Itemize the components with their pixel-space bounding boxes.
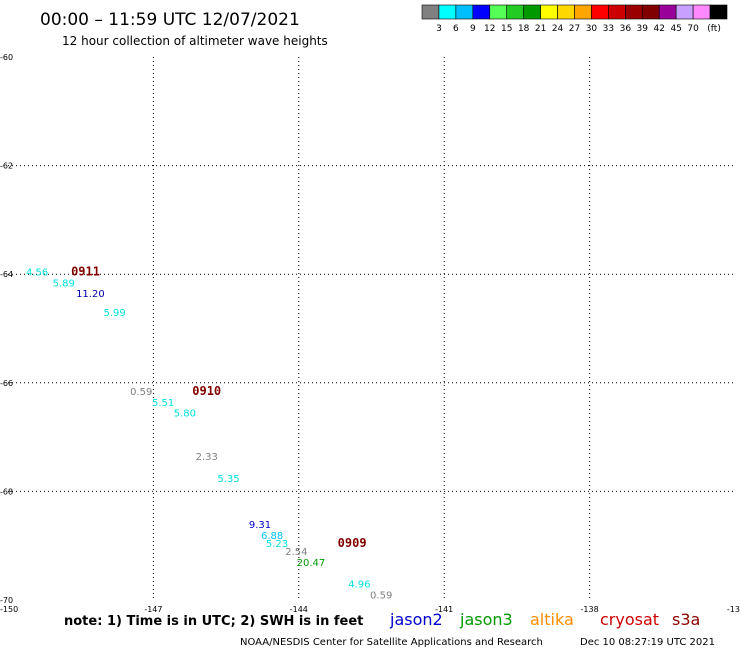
y-tick-label: -66	[0, 379, 13, 388]
colorbar-unit: (ft)	[707, 24, 721, 34]
colorbar-swatch	[641, 4, 660, 20]
y-tick-label: -70	[0, 596, 13, 605]
data-points: 4.565.8911.205.990.595.515.802.335.359.3…	[26, 267, 392, 601]
pass-label: 0910	[192, 384, 221, 398]
x-tick-label: -138	[581, 605, 599, 614]
colorbar-swatch	[692, 4, 711, 20]
wave-height-label: 4.56	[26, 267, 48, 278]
colorbar-label: 45	[670, 24, 681, 34]
satellite-legend-item: cryosat	[600, 610, 659, 629]
colorbar-swatch	[506, 4, 524, 20]
colorbar-swatch	[489, 4, 508, 20]
satellite-legend-item: altika	[530, 610, 574, 629]
colorbar-swatch	[658, 4, 677, 20]
wave-height-label: 4.96	[348, 580, 370, 591]
colorbar-label: 39	[637, 24, 649, 34]
colorbar-label: 21	[535, 24, 546, 34]
wave-height-label: 5.80	[174, 409, 196, 420]
colorbar-swatch	[591, 4, 609, 20]
wave-height-label: 9.31	[249, 520, 271, 531]
satellite-legend-item: jason3	[459, 610, 513, 629]
colorbar-swatch	[675, 4, 694, 20]
colorbar-label: 33	[603, 24, 614, 34]
y-tick-label: -64	[0, 270, 13, 279]
colorbar-label: 3	[436, 24, 442, 34]
footer-note: note: 1) Time is in UTC; 2) SWH is in fe…	[64, 614, 363, 629]
wave-height-label: 11.20	[76, 289, 105, 300]
colorbar-label: 30	[586, 24, 598, 34]
pass-labels: 0911 0910 0909	[71, 264, 366, 550]
y-tick-label: -68	[0, 487, 13, 496]
wave-height-label: 2.33	[196, 452, 218, 463]
colorbar-swatch	[455, 4, 474, 20]
colorbar-swatch	[472, 4, 491, 20]
colorbar-swatch	[540, 4, 558, 20]
satellite-legend: jason2 jason3 altika cryosat s3a	[389, 610, 700, 629]
satellite-legend-item: s3a	[672, 610, 700, 629]
colorbar-swatch	[709, 4, 728, 20]
colorbar-legend: 3 6 9 12 15 18 21 24 27 30 33 36 39 42 45 70 (ft)	[421, 4, 728, 34]
colorbar-label: 6	[453, 24, 459, 34]
chart-subtitle: 12 hour collection of altimeter wave hei…	[62, 34, 328, 48]
satellite-legend-item: jason2	[389, 610, 443, 629]
colorbar-swatch	[625, 4, 643, 20]
x-tick-label: -144	[290, 605, 308, 614]
wave-height-label: 5.35	[217, 474, 239, 485]
wave-height-label: 5.99	[103, 308, 125, 319]
colorbar-label: 42	[653, 24, 664, 34]
chart-title: 00:00 – 11:59 UTC 12/07/2021	[40, 10, 300, 30]
colorbar-label: 15	[501, 24, 512, 34]
pass-label: 0909	[338, 536, 367, 550]
colorbar-swatch	[523, 4, 541, 20]
colorbar-swatch	[557, 4, 575, 20]
wave-height-label: 6.88	[261, 531, 283, 542]
y-tick-label: -60	[0, 53, 13, 62]
colorbar-swatch	[608, 4, 626, 20]
colorbar-label: 9	[470, 24, 476, 34]
y-tick-label: -62	[0, 162, 13, 171]
wave-height-label: 5.51	[152, 398, 174, 409]
wave-height-label: 2.54	[285, 547, 307, 558]
colorbar-label: 70	[687, 24, 699, 34]
x-tick-label: -13	[727, 605, 740, 614]
x-tick-label: -141	[435, 605, 453, 614]
wave-height-label: 0.59	[370, 591, 392, 602]
colorbar-label: 36	[620, 24, 632, 34]
colorbar-swatch	[438, 4, 457, 20]
colorbar-label: 24	[552, 24, 564, 34]
x-tick-label: -147	[144, 605, 162, 614]
wave-height-label: 5.23	[266, 539, 288, 550]
colorbar-label: 12	[484, 24, 495, 34]
pass-label: 0911	[71, 264, 100, 278]
wave-height-label: 20.47	[297, 558, 326, 569]
plot-grid	[8, 57, 735, 600]
wave-height-label: 0.59	[130, 387, 152, 398]
footer-credit: NOAA/NESDIS Center for Satellite Applica…	[240, 637, 543, 648]
colorbar-label: 18	[518, 24, 530, 34]
wave-height-label: 5.89	[53, 278, 75, 289]
colorbar-swatch	[574, 4, 592, 20]
colorbar-label: 27	[569, 24, 580, 34]
colorbar-swatch	[421, 4, 440, 20]
footer-timestamp: Dec 10 08:27:19 UTC 2021	[580, 637, 715, 648]
x-tick-label: -150	[0, 605, 18, 614]
axis-ticks: -60 -62 -64 -66 -68 -70-150 -147 -144 -141 -138 -1…	[0, 53, 740, 614]
